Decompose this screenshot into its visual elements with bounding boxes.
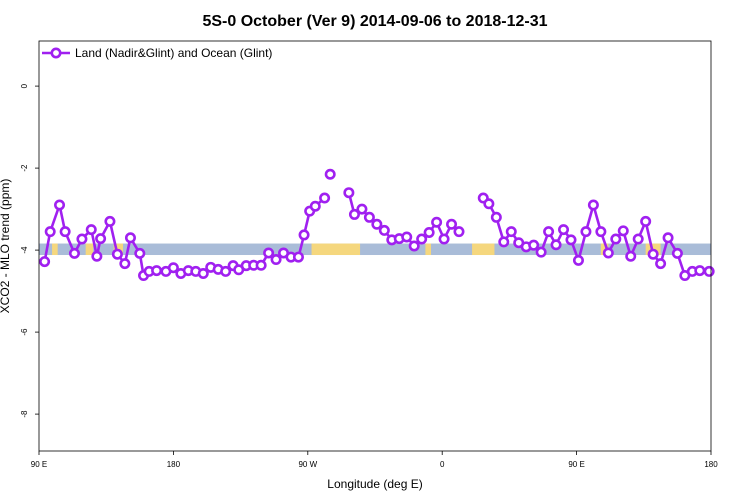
data-point xyxy=(39,256,51,268)
data-point xyxy=(44,226,56,238)
data-point xyxy=(431,216,443,228)
data-point xyxy=(119,258,131,270)
data-point xyxy=(535,246,547,258)
land-band xyxy=(52,243,58,256)
data-point xyxy=(640,215,652,227)
data-point xyxy=(416,233,428,245)
land-band xyxy=(425,243,431,256)
data-point xyxy=(671,247,683,259)
legend: Land (Nadir&Glint) and Ocean (Glint) xyxy=(42,46,272,60)
y-axis-label: XCO2 - MLO trend (ppm) xyxy=(0,179,12,314)
data-point xyxy=(565,234,577,246)
data-point xyxy=(446,218,458,230)
x-tick-label: 0 xyxy=(440,460,445,469)
data-point xyxy=(617,225,629,237)
x-axis-label: Longitude (deg E) xyxy=(327,477,422,491)
data-point xyxy=(356,203,368,215)
data-point xyxy=(343,187,355,199)
data-point xyxy=(580,226,592,238)
data-point xyxy=(134,247,146,259)
y-axis: 0 -2 -4 -6 -8 xyxy=(20,83,39,418)
x-tick-label: 180 xyxy=(704,460,718,469)
data-point xyxy=(610,233,622,245)
data-point xyxy=(263,247,275,259)
x-tick-label: 90 E xyxy=(31,460,47,469)
y-tick-label: -6 xyxy=(20,328,29,336)
x-axis: 90 E 180 90 W 0 90 E 180 xyxy=(31,451,718,469)
data-point xyxy=(197,267,209,279)
data-point xyxy=(348,208,360,220)
data-point xyxy=(309,200,321,212)
data-point xyxy=(662,232,674,244)
data-point xyxy=(647,248,659,260)
data-point xyxy=(95,233,107,245)
y-tick-label: -8 xyxy=(20,410,29,418)
data-point xyxy=(371,218,383,230)
data-point xyxy=(625,250,637,262)
data-point xyxy=(587,199,599,211)
legend-entry: Land (Nadir&Glint) and Ocean (Glint) xyxy=(75,46,272,60)
data-point xyxy=(76,233,88,245)
y-tick-label: 0 xyxy=(20,83,29,88)
data-point xyxy=(655,258,667,270)
data-point xyxy=(91,250,103,262)
data-point xyxy=(602,247,614,259)
data-point xyxy=(124,232,136,244)
data-point xyxy=(401,231,413,243)
data-point xyxy=(59,226,71,238)
data-point xyxy=(54,199,66,211)
data-point xyxy=(498,236,510,248)
data-point xyxy=(483,198,495,210)
data-point xyxy=(85,224,97,236)
data-point xyxy=(550,239,562,251)
data-point xyxy=(167,262,179,274)
data-point xyxy=(298,229,310,241)
data-point xyxy=(558,224,570,236)
data-point xyxy=(528,239,540,251)
legend-marker xyxy=(50,47,62,59)
data-point xyxy=(319,192,331,204)
data-point xyxy=(292,251,304,263)
data-point xyxy=(505,226,517,238)
data-point xyxy=(595,226,607,238)
data-point xyxy=(408,240,420,252)
data-point xyxy=(438,233,450,245)
data-point xyxy=(543,226,555,238)
data-point xyxy=(270,254,282,266)
x-tick-label: 90 W xyxy=(298,460,317,469)
data-point xyxy=(572,254,584,266)
data-point xyxy=(632,233,644,245)
land-band xyxy=(472,243,495,256)
ocean-band xyxy=(39,243,711,256)
land-band xyxy=(311,243,361,256)
data-point xyxy=(453,226,465,238)
data-point xyxy=(324,168,336,180)
y-tick-label: -4 xyxy=(20,246,29,254)
chart-title: 5S-0 October (Ver 9) 2014-09-06 to 2018-… xyxy=(202,13,547,30)
series-layer xyxy=(39,168,715,282)
y-tick-label: -2 xyxy=(20,164,29,172)
data-point xyxy=(220,265,232,277)
data-point xyxy=(378,224,390,236)
data-point xyxy=(68,247,80,259)
data-point xyxy=(490,211,502,223)
data-point xyxy=(255,259,267,271)
data-point xyxy=(423,226,435,238)
land-band xyxy=(85,243,94,256)
x-tick-label: 90 E xyxy=(568,460,584,469)
data-point xyxy=(703,265,715,277)
data-point xyxy=(151,265,163,277)
data-point xyxy=(111,248,123,260)
x-tick-label: 180 xyxy=(167,460,181,469)
data-point xyxy=(694,265,706,277)
plot-frame xyxy=(38,40,712,452)
data-point xyxy=(363,211,375,223)
data-point xyxy=(104,215,116,227)
